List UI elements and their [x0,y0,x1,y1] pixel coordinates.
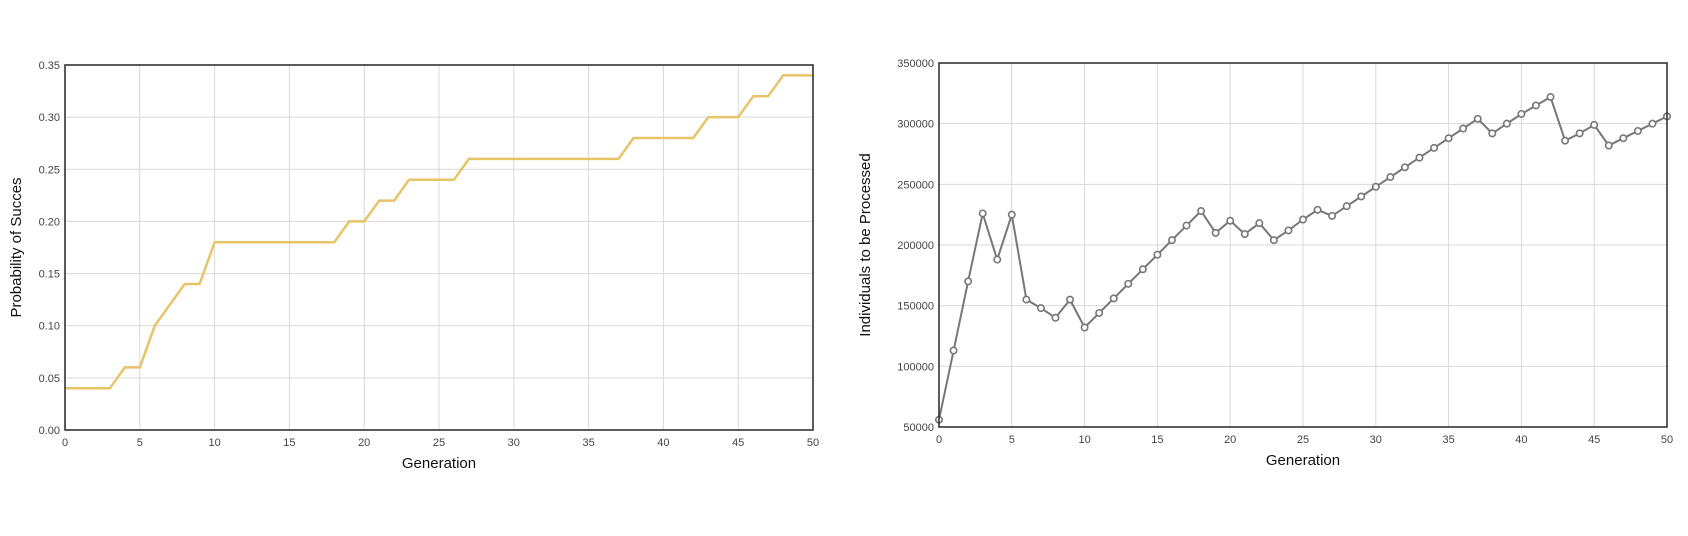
individuals-data-point [1590,120,1599,129]
probability-x-tick-label: 15 [283,437,295,449]
individuals-data-point [1153,250,1162,259]
individuals-data-point [1197,207,1206,216]
individuals-x-tick-label: 5 [1009,434,1015,446]
individuals-data-point [1444,134,1453,143]
individuals-data-point [1240,230,1249,239]
individuals-x-tick-label: 30 [1370,434,1382,446]
probability-y-tick-label: 0.10 [39,321,60,333]
probability-y-tick-label: 0.15 [39,269,60,281]
individuals-data-point [1066,295,1075,304]
individuals-data-point [1313,205,1322,214]
individuals-data-point [1226,216,1235,225]
individuals-data-point [1269,236,1278,245]
individuals-data-point [1138,265,1147,274]
individuals-y-tick-label: 250000 [897,179,934,191]
individuals-data-point [1604,141,1613,150]
individuals-data-point [1255,219,1264,228]
individuals-data-point [949,346,958,355]
probability-y-tick-label: 0.05 [39,373,60,385]
individuals-x-tick-label: 40 [1515,434,1527,446]
individuals-data-point [1386,173,1395,182]
individuals-data-point [1648,119,1657,128]
individuals-data-point [1561,136,1570,145]
individuals-y-tick-label: 100000 [897,361,934,373]
probability-chart-svg: 0 5 10 15 20 25 30 35 40 45 50 0.00 0.05 0.10 0.15 0.20… [8,60,819,472]
individuals-x-axis-label: Generation [1266,452,1340,469]
individuals-x-tick-label: 20 [1224,434,1236,446]
individuals-data-point [1182,221,1191,230]
individuals-data-point [1109,294,1118,303]
individuals-data-point [964,277,973,286]
individuals-data-point [993,255,1002,264]
individuals-data-point [978,209,987,218]
probability-x-tick-label: 40 [657,437,669,449]
individuals-data-point [1022,295,1031,304]
individuals-x-tick-label: 10 [1078,434,1090,446]
individuals-data-point [1328,211,1337,220]
individuals-frame [938,62,1668,428]
individuals-data-point [1415,153,1424,162]
individuals-data-point [1211,228,1220,237]
individuals-y-tick-label: 50000 [903,422,934,434]
probability-x-tick-label: 5 [137,437,143,449]
individuals-y-axis-label: Individuals to be Processed [857,153,874,336]
individuals-data-point [1298,215,1307,224]
individuals-data-point [1633,126,1642,135]
individuals-y-tick-label: 200000 [897,240,934,252]
individuals-data-point [1619,134,1628,143]
individuals-data-point [1167,236,1176,245]
individuals-x-tick-label: 50 [1661,434,1673,446]
individuals-data-point [1036,304,1045,313]
probability-chart: 0 5 10 15 20 25 30 35 40 45 50 0.00 0.05 0.10 0.15 0.20… [8,60,819,472]
individuals-data-point [1007,210,1016,219]
individuals-data-point [1342,202,1351,211]
individuals-chart: 0 5 10 15 20 25 30 35 40 45 50 50000 100000 150000 200… [844,0,1688,536]
probability-y-tick-label: 0.25 [39,164,60,176]
individuals-chart-svg: 0 5 10 15 20 25 30 35 40 45 50 50000 100000 150000 200… [857,58,1673,469]
individuals-data-point [1124,279,1133,288]
probability-x-tick-label: 10 [208,437,220,449]
individuals-y-tick-label: 150000 [897,301,934,313]
individuals-x-tick-label: 15 [1151,434,1163,446]
individuals-data-point [1080,323,1089,332]
individuals-data-point [1502,119,1511,128]
individuals-x-tick-label: 0 [936,434,942,446]
probability-y-tick-label: 0.35 [39,60,60,72]
probability-y-axis-label: Probability of Succes [8,177,25,317]
individuals-data-point [1531,101,1540,110]
individuals-y-tick-label: 300000 [897,119,934,131]
probability-x-axis-label: Generation [402,455,476,472]
probability-series-line [65,74,813,390]
individuals-y-tick-label: 350000 [897,58,934,70]
probability-x-tick-label: 45 [732,437,744,449]
individuals-data-point [1400,163,1409,172]
individuals-x-tick-label: 25 [1297,434,1309,446]
probability-x-tick-label: 35 [582,437,594,449]
individuals-data-point [1095,308,1104,317]
probability-y-tick-label: 0.20 [39,216,60,228]
probability-x-tick-label: 20 [358,437,370,449]
individuals-data-point [1517,109,1526,118]
individuals-x-tick-label: 45 [1588,434,1600,446]
probability-x-tick-label: 0 [62,437,68,449]
individuals-data-point [1284,226,1293,235]
individuals-data-point [1459,124,1468,133]
individuals-data-point [1575,129,1584,138]
probability-y-tick-label: 0.30 [39,112,60,124]
individuals-x-tick-label: 35 [1442,434,1454,446]
probability-y-tick-label: 0.00 [39,425,60,437]
individuals-data-point [1430,143,1439,152]
individuals-data-point [1051,313,1060,322]
probability-x-tick-label: 30 [508,437,520,449]
probability-x-tick-label: 25 [433,437,445,449]
individuals-data-point [1488,129,1497,138]
probability-x-tick-label: 50 [807,437,819,449]
probability-frame [64,64,814,431]
individuals-data-point [1371,182,1380,191]
individuals-data-point [1546,92,1555,101]
individuals-data-point [1357,192,1366,201]
individuals-data-point [1473,114,1482,123]
